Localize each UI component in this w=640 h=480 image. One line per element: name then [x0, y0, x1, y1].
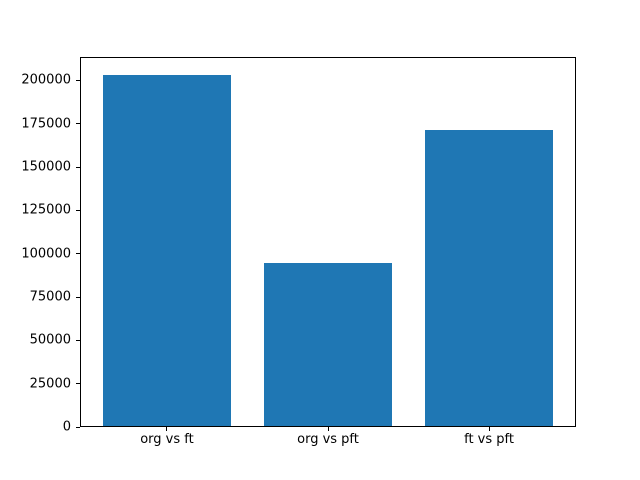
y-tick-label: 25000 [29, 376, 71, 392]
y-tick-mark [76, 426, 80, 428]
y-tick-label: 75000 [29, 289, 71, 305]
plot-area [80, 57, 576, 427]
y-tick-label: 125000 [21, 202, 71, 218]
y-tick-label: 175000 [21, 116, 71, 132]
y-tick-label: 100000 [21, 246, 71, 262]
bar-org-vs-ft [102, 75, 232, 426]
x-tick-mark [488, 427, 490, 431]
y-tick-mark [76, 383, 80, 385]
bar-ft-vs-pft [424, 130, 554, 426]
y-tick-mark [76, 123, 80, 125]
y-tick-mark [76, 209, 80, 211]
y-tick-label: 200000 [21, 72, 71, 88]
y-tick-label: 50000 [29, 332, 71, 348]
bar-org-vs-pft [263, 263, 393, 426]
y-tick-mark [76, 166, 80, 168]
y-tick-mark [76, 339, 80, 341]
x-tick-label-org-vs-pft: org vs pft [297, 432, 359, 447]
x-tick-mark [166, 427, 168, 431]
y-tick-mark [76, 79, 80, 81]
y-tick-label: 0 [62, 419, 71, 435]
x-tick-label-ft-vs-pft: ft vs pft [464, 432, 514, 447]
x-tick-mark [327, 427, 329, 431]
y-tick-label: 150000 [21, 159, 71, 175]
x-tick-label-org-vs-ft: org vs ft [140, 432, 194, 447]
y-tick-mark [76, 253, 80, 255]
y-tick-mark [76, 296, 80, 298]
